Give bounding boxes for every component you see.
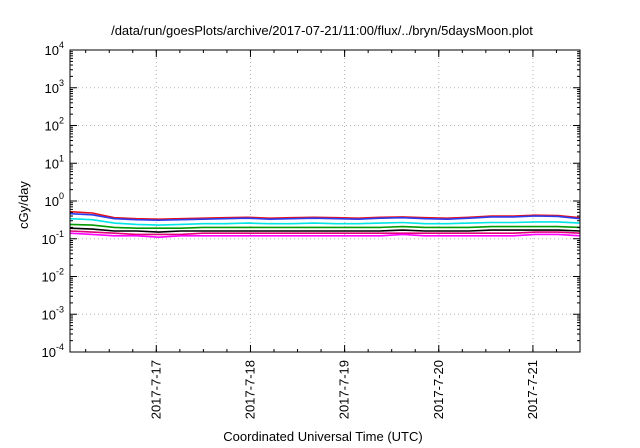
series-line [69, 232, 581, 238]
y-tick-exponent: -3 [56, 304, 64, 314]
y-tick-label: 102 [45, 116, 64, 134]
y-tick-exponent: 2 [59, 116, 64, 126]
y-tick-exponent: -4 [56, 342, 64, 352]
series-line [69, 217, 581, 226]
y-tick-label: 103 [45, 78, 64, 96]
x-axis-label: Coordinated Universal Time (UTC) [223, 429, 422, 444]
y-tick-label: 10-3 [42, 304, 64, 322]
series-line [69, 230, 581, 236]
series-line [69, 223, 581, 229]
x-tick-label: 2017-7-21 [525, 360, 540, 419]
y-tick-label: 10-4 [42, 342, 64, 360]
y-tick-label: 10-1 [42, 229, 64, 247]
x-tick-label: 2017-7-18 [242, 360, 257, 419]
y-tick-exponent: -1 [56, 229, 64, 239]
y-tick-exponent: -2 [56, 267, 64, 277]
series-lines [69, 210, 581, 238]
y-tick-label: 104 [45, 40, 64, 58]
y-tick-exponent: 4 [59, 40, 64, 50]
series-line [69, 227, 581, 233]
series-line [69, 210, 581, 220]
x-tick-label: 2017-7-19 [337, 360, 352, 419]
grid [70, 50, 580, 352]
y-tick-exponent: 3 [59, 78, 64, 88]
x-axis: 2017-7-17 2017-7-18 2017-7-19 2017-7-20 2017… [85, 50, 581, 419]
y-tick-exponent: 0 [59, 191, 64, 201]
y-tick-exponent: 1 [59, 153, 64, 163]
y-tick-label: 10-2 [42, 267, 64, 285]
x-tick-label: 2017-7-20 [431, 360, 446, 419]
y-tick-label: 100 [45, 191, 64, 209]
series-line [69, 212, 581, 221]
y-tick-label: 101 [45, 153, 64, 171]
y-axis-label: cGy/day [16, 181, 31, 229]
chart-title: /data/run/goesPlots/archive/2017-07-21/1… [111, 23, 533, 38]
x-tick-label: 2017-7-17 [148, 360, 163, 419]
